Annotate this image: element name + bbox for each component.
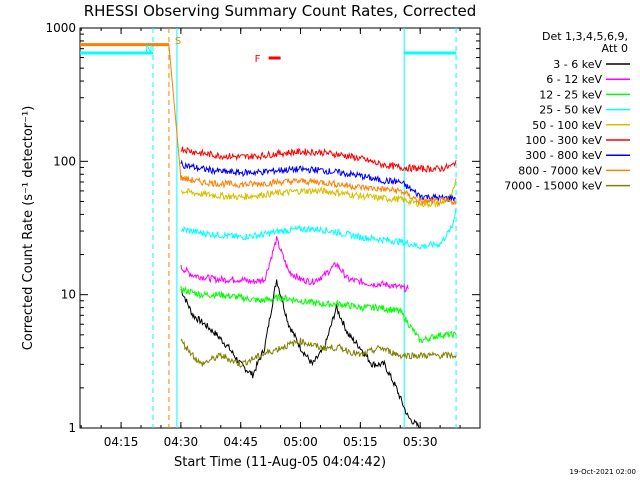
series-8 <box>180 337 457 368</box>
series-3 <box>180 207 457 250</box>
series-line-1 <box>180 236 409 293</box>
legend-header-0: Det 1,3,4,5,6,9, <box>542 30 628 43</box>
series-line-8 <box>180 337 457 368</box>
annotations: S N F <box>80 36 457 65</box>
flare-label: F <box>255 54 261 65</box>
y-axis-label: Corrected Count Rate (s⁻¹ detector⁻¹) <box>21 106 36 351</box>
x-tick-label-5: 05:30 <box>403 435 438 449</box>
legend-label-2: 12 - 25 keV <box>539 88 602 101</box>
legend-label-6: 300 - 800 keV <box>525 149 602 162</box>
series-line-2 <box>180 285 457 344</box>
x-axis-ticks: 04:15 04:30 04:45 05:00 05:15 05:30 <box>80 28 461 449</box>
series-2 <box>180 285 457 344</box>
annotation-S: S <box>175 36 181 47</box>
plot-frame <box>79 27 481 429</box>
y-tick-label-3: 1000 <box>45 21 76 35</box>
series-6 <box>180 159 457 203</box>
legend: Det 1,3,4,5,6,9,Att 03 - 6 keV 6 - 12 keV… <box>504 30 630 193</box>
series-line-6 <box>180 159 457 203</box>
x-tick-label-2: 04:45 <box>223 435 258 449</box>
chart-title: RHESSI Observing Summary Count Rates, Co… <box>84 2 477 20</box>
legend-label-5: 100 - 300 keV <box>525 134 602 147</box>
vertical-markers <box>152 28 457 428</box>
x-tick-label-4: 05:15 <box>343 435 378 449</box>
legend-label-1: 6 - 12 keV <box>546 73 602 86</box>
y-axis-ticks: 1 10 100 1000 <box>45 21 480 435</box>
series-4 <box>180 177 457 209</box>
timestamp: 19-Oct-2021 02:00 <box>570 468 636 476</box>
x-axis-label: Start Time (11-Aug-05 04:04:42) <box>174 455 386 470</box>
legend-label-0: 3 - 6 keV <box>553 58 602 71</box>
series-line-3 <box>180 207 457 250</box>
series-line-5 <box>180 146 457 173</box>
legend-label-4: 50 - 100 keV <box>532 119 602 132</box>
series-0 <box>180 279 421 429</box>
legend-header-1: Att 0 <box>602 42 628 55</box>
series-1 <box>180 236 409 293</box>
legend-label-7: 800 - 7000 keV <box>518 164 602 177</box>
y-tick-label-1: 10 <box>61 288 76 302</box>
series-line-0 <box>180 279 421 429</box>
series-line-7 <box>80 44 457 206</box>
series-layer <box>80 43 457 429</box>
series-5 <box>180 146 457 173</box>
y-tick-label-2: 100 <box>53 154 76 168</box>
annotation-N: N <box>145 44 152 55</box>
x-tick-label-3: 05:00 <box>283 435 318 449</box>
y-tick-label-0: 1 <box>68 421 76 435</box>
legend-label-8: 7000 - 15000 keV <box>504 180 602 193</box>
series-7 <box>80 43 457 206</box>
series-line-4 <box>180 177 457 209</box>
x-tick-label-1: 04:30 <box>164 435 199 449</box>
legend-label-3: 25 - 50 keV <box>539 104 602 117</box>
x-tick-label-0: 04:15 <box>104 435 139 449</box>
